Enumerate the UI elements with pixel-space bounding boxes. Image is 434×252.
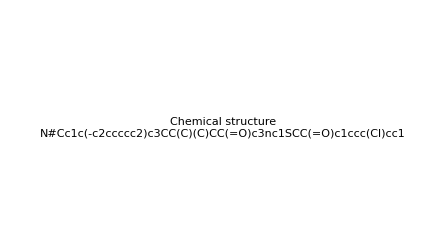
Text: Chemical structure
N#Cc1c(-c2ccccc2)c3CC(C)(C)CC(=O)c3nc1SCC(=O)c1ccc(Cl)cc1: Chemical structure N#Cc1c(-c2ccccc2)c3CC… [40, 116, 405, 138]
